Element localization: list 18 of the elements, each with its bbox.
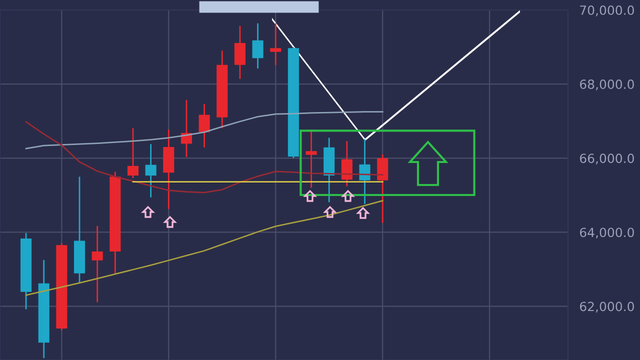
candlestick xyxy=(270,22,282,66)
candlestick xyxy=(145,143,156,198)
candlestick xyxy=(234,25,246,80)
candlestick xyxy=(306,128,317,188)
y-tick-label: 62,000.0 xyxy=(580,302,634,312)
candlestick xyxy=(341,140,352,187)
line-series xyxy=(25,111,384,150)
candlestick xyxy=(377,154,388,224)
y-tick-label: 68,000.0 xyxy=(580,80,634,90)
candlestick xyxy=(198,103,210,148)
candlestick xyxy=(92,225,103,303)
candlestick xyxy=(127,127,139,179)
y-tick-label: 70,000.0 xyxy=(580,5,634,16)
candlestick xyxy=(252,22,264,70)
candlestick xyxy=(359,138,370,205)
y-tick-label: 66,000.0 xyxy=(580,154,634,164)
y-tick-label: 64,000.0 xyxy=(580,228,634,238)
line-series xyxy=(25,200,384,296)
